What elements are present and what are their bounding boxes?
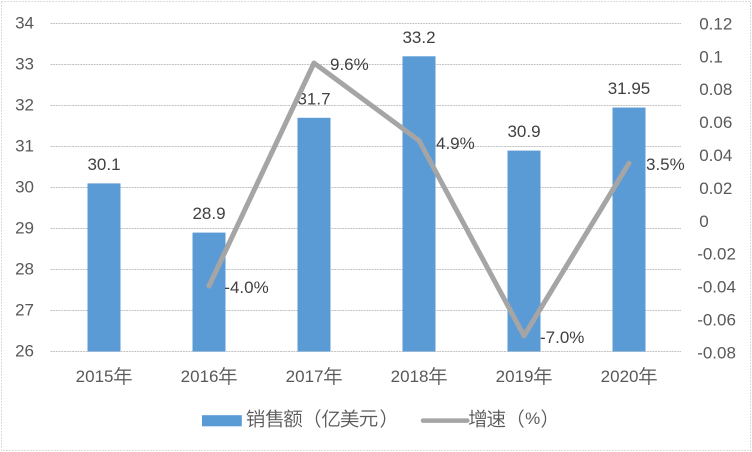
svg-text:-4.0%: -4.0% (224, 278, 268, 297)
svg-text:0.1: 0.1 (699, 47, 723, 66)
svg-text:3.5%: 3.5% (646, 155, 685, 174)
svg-text:34: 34 (15, 14, 34, 33)
svg-text:0.06: 0.06 (699, 113, 732, 132)
svg-text:2016: 2016 (181, 367, 219, 386)
svg-text:31.7: 31.7 (297, 89, 330, 108)
svg-text:30: 30 (15, 178, 34, 197)
svg-text:26: 26 (15, 342, 34, 361)
svg-text:32: 32 (15, 96, 34, 115)
svg-text:29: 29 (15, 219, 34, 238)
svg-text:-0.08: -0.08 (697, 343, 736, 362)
svg-text:28: 28 (15, 260, 34, 279)
svg-text:0.02: 0.02 (699, 179, 732, 198)
svg-text:-0.04: -0.04 (697, 278, 736, 297)
svg-text:31: 31 (15, 137, 34, 156)
svg-text:-0.06: -0.06 (697, 311, 736, 330)
svg-text:0: 0 (699, 212, 708, 231)
svg-text:33.2: 33.2 (402, 28, 435, 47)
svg-text:0.04: 0.04 (699, 146, 732, 165)
svg-text:33: 33 (15, 55, 34, 74)
svg-text:2019: 2019 (496, 367, 534, 386)
svg-text:0.08: 0.08 (699, 80, 732, 99)
svg-text:31.95: 31.95 (608, 79, 651, 98)
svg-text:2020: 2020 (601, 367, 639, 386)
svg-text:-7.0%: -7.0% (540, 328, 584, 347)
svg-text:30.9: 30.9 (507, 122, 540, 141)
svg-text:28.9: 28.9 (192, 204, 225, 223)
svg-text:2018: 2018 (391, 367, 429, 386)
svg-text:2015: 2015 (76, 367, 114, 386)
svg-text:30.1: 30.1 (87, 155, 120, 174)
svg-text:4.9%: 4.9% (436, 134, 475, 153)
svg-text:-0.02: -0.02 (697, 245, 736, 264)
svg-text:%: % (525, 409, 540, 428)
svg-text:2017: 2017 (286, 367, 324, 386)
svg-text:0.12: 0.12 (699, 14, 732, 33)
svg-text:9.6%: 9.6% (330, 55, 369, 74)
svg-text:27: 27 (15, 301, 34, 320)
